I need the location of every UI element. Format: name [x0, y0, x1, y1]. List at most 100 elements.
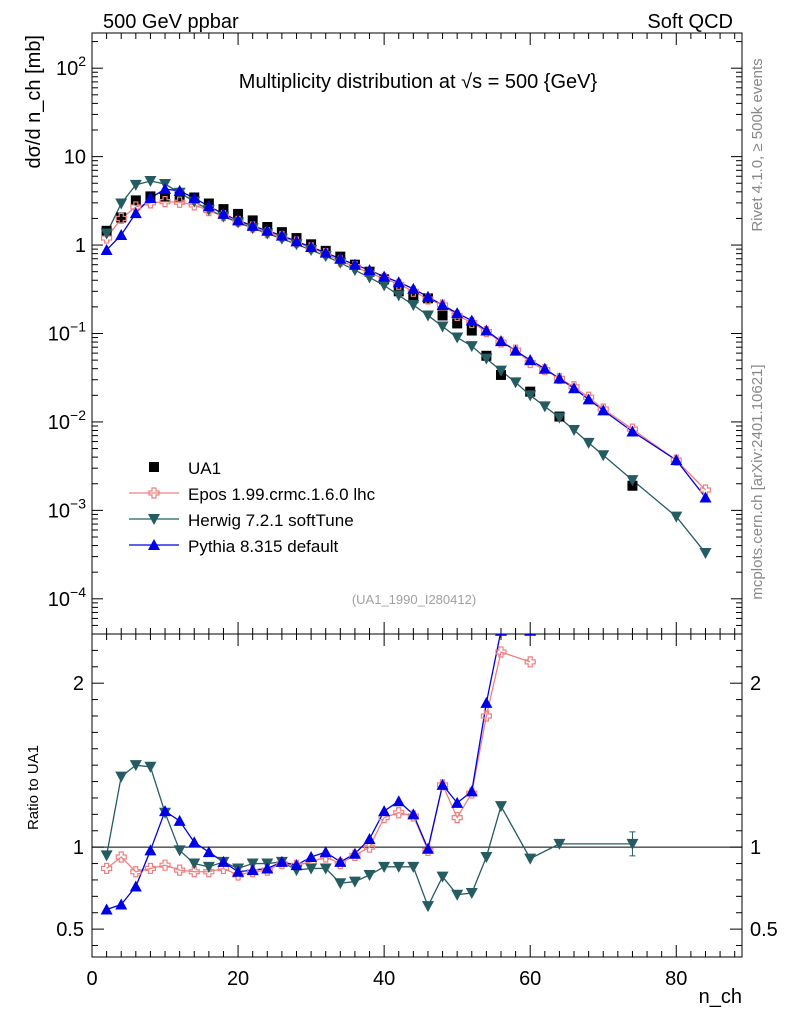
ratio-point-series-0 — [188, 866, 200, 878]
ratio-point-series-2 — [480, 696, 493, 708]
ratio-tick-label-right: 1 — [750, 837, 761, 859]
data-point-series-2 — [538, 362, 551, 374]
ratio-point-series-1 — [129, 760, 142, 772]
data-point-series-2 — [246, 219, 259, 231]
ratio-y-label: Ratio to UA1 — [25, 745, 42, 830]
x-tick-label: 40 — [373, 968, 395, 990]
data-point-series-2 — [115, 228, 128, 240]
ratio-plot-area — [100, 634, 639, 915]
legend: UA1 Epos 1.99.crmc.1.6.0 lhc Herwig 7.2.1 … — [129, 459, 376, 556]
ratio-point-series-1 — [334, 878, 347, 890]
data-point-series-2 — [217, 207, 230, 219]
data-point-series-2 — [202, 200, 215, 212]
ratio-point-series-0 — [480, 710, 492, 722]
data-point-series-1 — [699, 547, 712, 559]
ratio-point-series-1 — [202, 861, 215, 873]
ratio-point-series-2 — [465, 785, 478, 797]
legend-marker-ua1 — [149, 462, 159, 472]
ratio-point-series-1 — [115, 771, 128, 783]
y-tick-label: 10−4 — [48, 584, 86, 611]
data-point-series-1 — [144, 176, 157, 188]
ratio-point-series-0 — [101, 862, 113, 875]
ratio-point-series-2 — [524, 634, 537, 636]
ratio-point-series-2 — [217, 855, 230, 867]
main-plot-area — [100, 176, 712, 559]
data-point-ua1 — [116, 212, 127, 223]
ratio-point-series-0 — [495, 646, 507, 658]
ratio-point-series-1 — [421, 901, 434, 913]
data-point-series-2 — [392, 276, 405, 288]
ratio-point-series-2 — [246, 864, 259, 876]
data-point-series-2 — [451, 307, 464, 319]
ratio-point-series-2 — [115, 898, 128, 910]
x-tick-label: 80 — [665, 968, 687, 990]
data-point-series-2 — [188, 192, 201, 204]
data-point-series-2 — [626, 425, 639, 437]
data-point-series-1 — [451, 332, 464, 344]
y-axis-label: dσ/d n_ch [mb] — [23, 35, 45, 169]
data-point-series-1 — [480, 353, 493, 365]
data-point-series-2 — [480, 324, 493, 336]
data-point-series-2 — [275, 229, 288, 241]
data-point-series-1 — [597, 450, 610, 462]
ratio-point-series-1 — [553, 838, 566, 850]
ratio-point-series-1 — [363, 870, 376, 882]
ratio-point-series-2 — [202, 846, 215, 858]
data-point-ua1 — [130, 195, 141, 206]
y-tick-label: 10 — [64, 147, 86, 169]
ratio-frame — [91, 633, 743, 958]
ratio-tick-label: 2 — [73, 673, 84, 695]
data-point-series-2 — [524, 354, 537, 366]
ratio-point-series-0 — [144, 862, 157, 875]
ratio-point-series-1 — [392, 861, 405, 873]
ratio-point-series-1 — [378, 861, 391, 873]
data-point-series-2 — [232, 214, 245, 226]
ratio-point-series-1 — [188, 858, 201, 870]
data-point-series-1 — [421, 310, 434, 322]
main-panel: 102 10 1 10−1 10−2 10−3 10−4 — [48, 32, 743, 635]
ratio-point-series-1 — [480, 851, 493, 863]
ratio-point-series-2 — [129, 880, 142, 892]
ratio-point-series-2 — [290, 859, 303, 871]
legend-marker-1 — [148, 514, 160, 525]
data-point-series-2 — [421, 290, 434, 302]
ratio-point-series-1 — [144, 761, 157, 773]
data-point-series-2 — [129, 207, 142, 219]
ratio-point-series-2 — [334, 855, 347, 867]
data-point-series-1 — [538, 401, 551, 413]
data-point-series-2 — [553, 372, 566, 384]
data-point-series-1 — [553, 412, 566, 424]
data-point-series-2 — [334, 252, 347, 264]
ratio-line-0 — [106, 651, 531, 876]
data-point-ua1 — [437, 310, 448, 321]
legend-label-ua1: UA1 — [188, 459, 221, 478]
data-point-series-2 — [159, 183, 172, 195]
ratio-point-series-0 — [159, 859, 171, 871]
ratio-panel: 0 20 40 60 80 0.5 0.5 1 1 2 2 — [56, 633, 778, 990]
data-point-ua1 — [452, 318, 463, 329]
data-point-series-1 — [568, 425, 581, 437]
data-point-series-1 — [494, 365, 507, 377]
ratio-point-series-2 — [319, 846, 332, 858]
data-point-series-0 — [115, 212, 127, 225]
ratio-point-series-2 — [392, 795, 405, 807]
data-point-series-1 — [100, 228, 113, 240]
data-point-series-2 — [670, 454, 683, 466]
ratio-point-series-1 — [465, 888, 478, 900]
data-point-series-1 — [582, 437, 595, 449]
ratio-point-series-1 — [246, 858, 259, 870]
data-point-series-2 — [378, 270, 391, 282]
series-line-0 — [106, 200, 706, 491]
ratio-point-series-0 — [115, 851, 127, 863]
y-tick-label: 10−2 — [48, 407, 86, 434]
data-point-series-1 — [524, 390, 537, 402]
series-line-2 — [106, 188, 706, 498]
ratio-point-series-1 — [494, 801, 507, 813]
ratio-point-series-0 — [393, 807, 405, 819]
data-point-series-2 — [290, 235, 303, 247]
data-point-ua1 — [466, 325, 477, 336]
ratio-point-series-0 — [524, 656, 536, 668]
legend-marker-2 — [148, 539, 160, 550]
chart-title: Multiplicity distribution at √s = 500 {G… — [239, 71, 598, 93]
